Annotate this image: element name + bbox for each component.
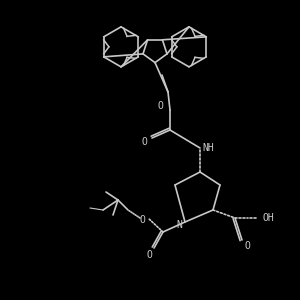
Text: O: O	[141, 137, 147, 147]
Text: O: O	[244, 241, 250, 251]
Text: NH: NH	[202, 143, 214, 153]
Text: O: O	[157, 101, 163, 111]
Text: O: O	[146, 250, 152, 260]
Text: OH: OH	[262, 213, 274, 223]
Text: O: O	[139, 215, 145, 225]
Text: N: N	[176, 220, 182, 230]
